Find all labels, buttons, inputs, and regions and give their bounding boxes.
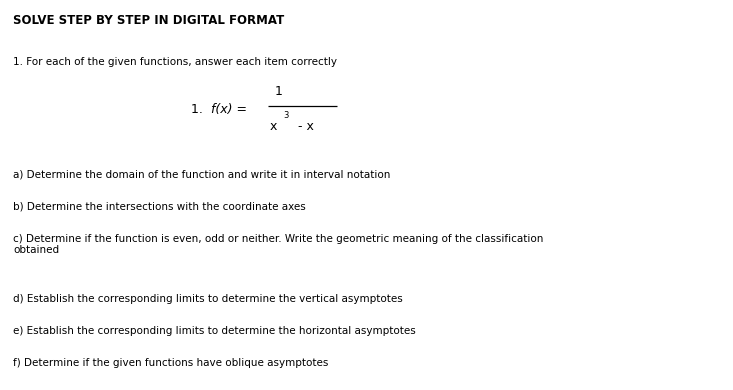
Text: d) Establish the corresponding limits to determine the vertical asymptotes: d) Establish the corresponding limits to… bbox=[13, 294, 403, 304]
Text: 1.: 1. bbox=[191, 103, 210, 116]
Text: 1. For each of the given functions, answer each item correctly: 1. For each of the given functions, answ… bbox=[13, 57, 337, 67]
Text: 3: 3 bbox=[284, 110, 289, 120]
Text: e) Establish the corresponding limits to determine the horizontal asymptotes: e) Establish the corresponding limits to… bbox=[13, 326, 416, 336]
Text: 1: 1 bbox=[275, 85, 283, 98]
Text: x: x bbox=[270, 120, 277, 133]
Text: f(x) =: f(x) = bbox=[211, 103, 247, 116]
Text: a) Determine the domain of the function and write it in interval notation: a) Determine the domain of the function … bbox=[13, 170, 391, 180]
Text: SOLVE STEP BY STEP IN DIGITAL FORMAT: SOLVE STEP BY STEP IN DIGITAL FORMAT bbox=[13, 14, 284, 27]
Text: c) Determine if the function is even, odd or neither. Write the geometric meanin: c) Determine if the function is even, od… bbox=[13, 234, 544, 255]
Text: - x: - x bbox=[290, 120, 314, 133]
Text: f) Determine if the given functions have oblique asymptotes: f) Determine if the given functions have… bbox=[13, 358, 328, 368]
Text: b) Determine the intersections with the coordinate axes: b) Determine the intersections with the … bbox=[13, 202, 306, 212]
